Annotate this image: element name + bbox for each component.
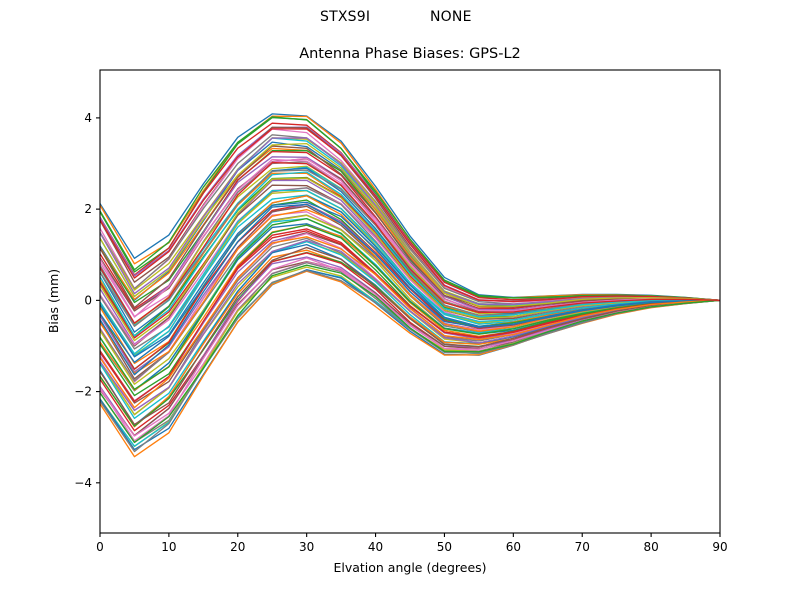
- chart-title: Antenna Phase Biases: GPS-L2: [299, 46, 521, 62]
- header-radome-id: NONE: [430, 9, 472, 25]
- y-tick-label: 4: [84, 111, 92, 125]
- y-tick-label: −2: [74, 385, 92, 399]
- x-tick-label: 10: [161, 540, 176, 554]
- y-tick-label: 0: [84, 293, 92, 307]
- series-line: [99, 201, 721, 363]
- series-line: [99, 116, 721, 302]
- x-tick-label: 20: [230, 540, 245, 554]
- x-tick-label: 0: [96, 540, 104, 554]
- x-axis-label: Elvation angle (degrees): [333, 560, 486, 575]
- series-line: [99, 189, 721, 355]
- x-tick-label: 80: [643, 540, 658, 554]
- x-tick-label: 50: [437, 540, 452, 554]
- x-axis-ticks: 0 10 20 30 40 50 60 70 80 90: [96, 533, 728, 554]
- plot-frame: [99, 69, 721, 534]
- series-line: [99, 264, 721, 444]
- x-tick-label: 40: [368, 540, 383, 554]
- series-line: [99, 203, 721, 376]
- series-line: [99, 142, 721, 307]
- series-line: [99, 177, 721, 342]
- series-line: [99, 236, 721, 409]
- series-group: [99, 113, 721, 458]
- y-axis-label: Bias (mm): [46, 269, 61, 333]
- axes-group: 0 10 20 30 40 50 60 70 80 90 −4 −2 0 2 4: [74, 69, 728, 554]
- x-tick-label: 70: [575, 540, 590, 554]
- series-line: [99, 161, 721, 324]
- series-line: [99, 145, 721, 309]
- series-line: [99, 246, 721, 426]
- y-tick-label: −4: [74, 476, 92, 490]
- y-axis-ticks: −4 −2 0 2 4: [74, 111, 100, 490]
- series-line: [99, 217, 721, 390]
- x-tick-label: 60: [506, 540, 521, 554]
- series-line: [99, 158, 721, 318]
- series-line: [99, 128, 721, 303]
- x-tick-label: 90: [712, 540, 727, 554]
- series-line: [99, 171, 721, 337]
- y-tick-label: 2: [84, 202, 92, 216]
- header-station-id: STXS9I: [320, 9, 371, 25]
- x-tick-label: 30: [299, 540, 314, 554]
